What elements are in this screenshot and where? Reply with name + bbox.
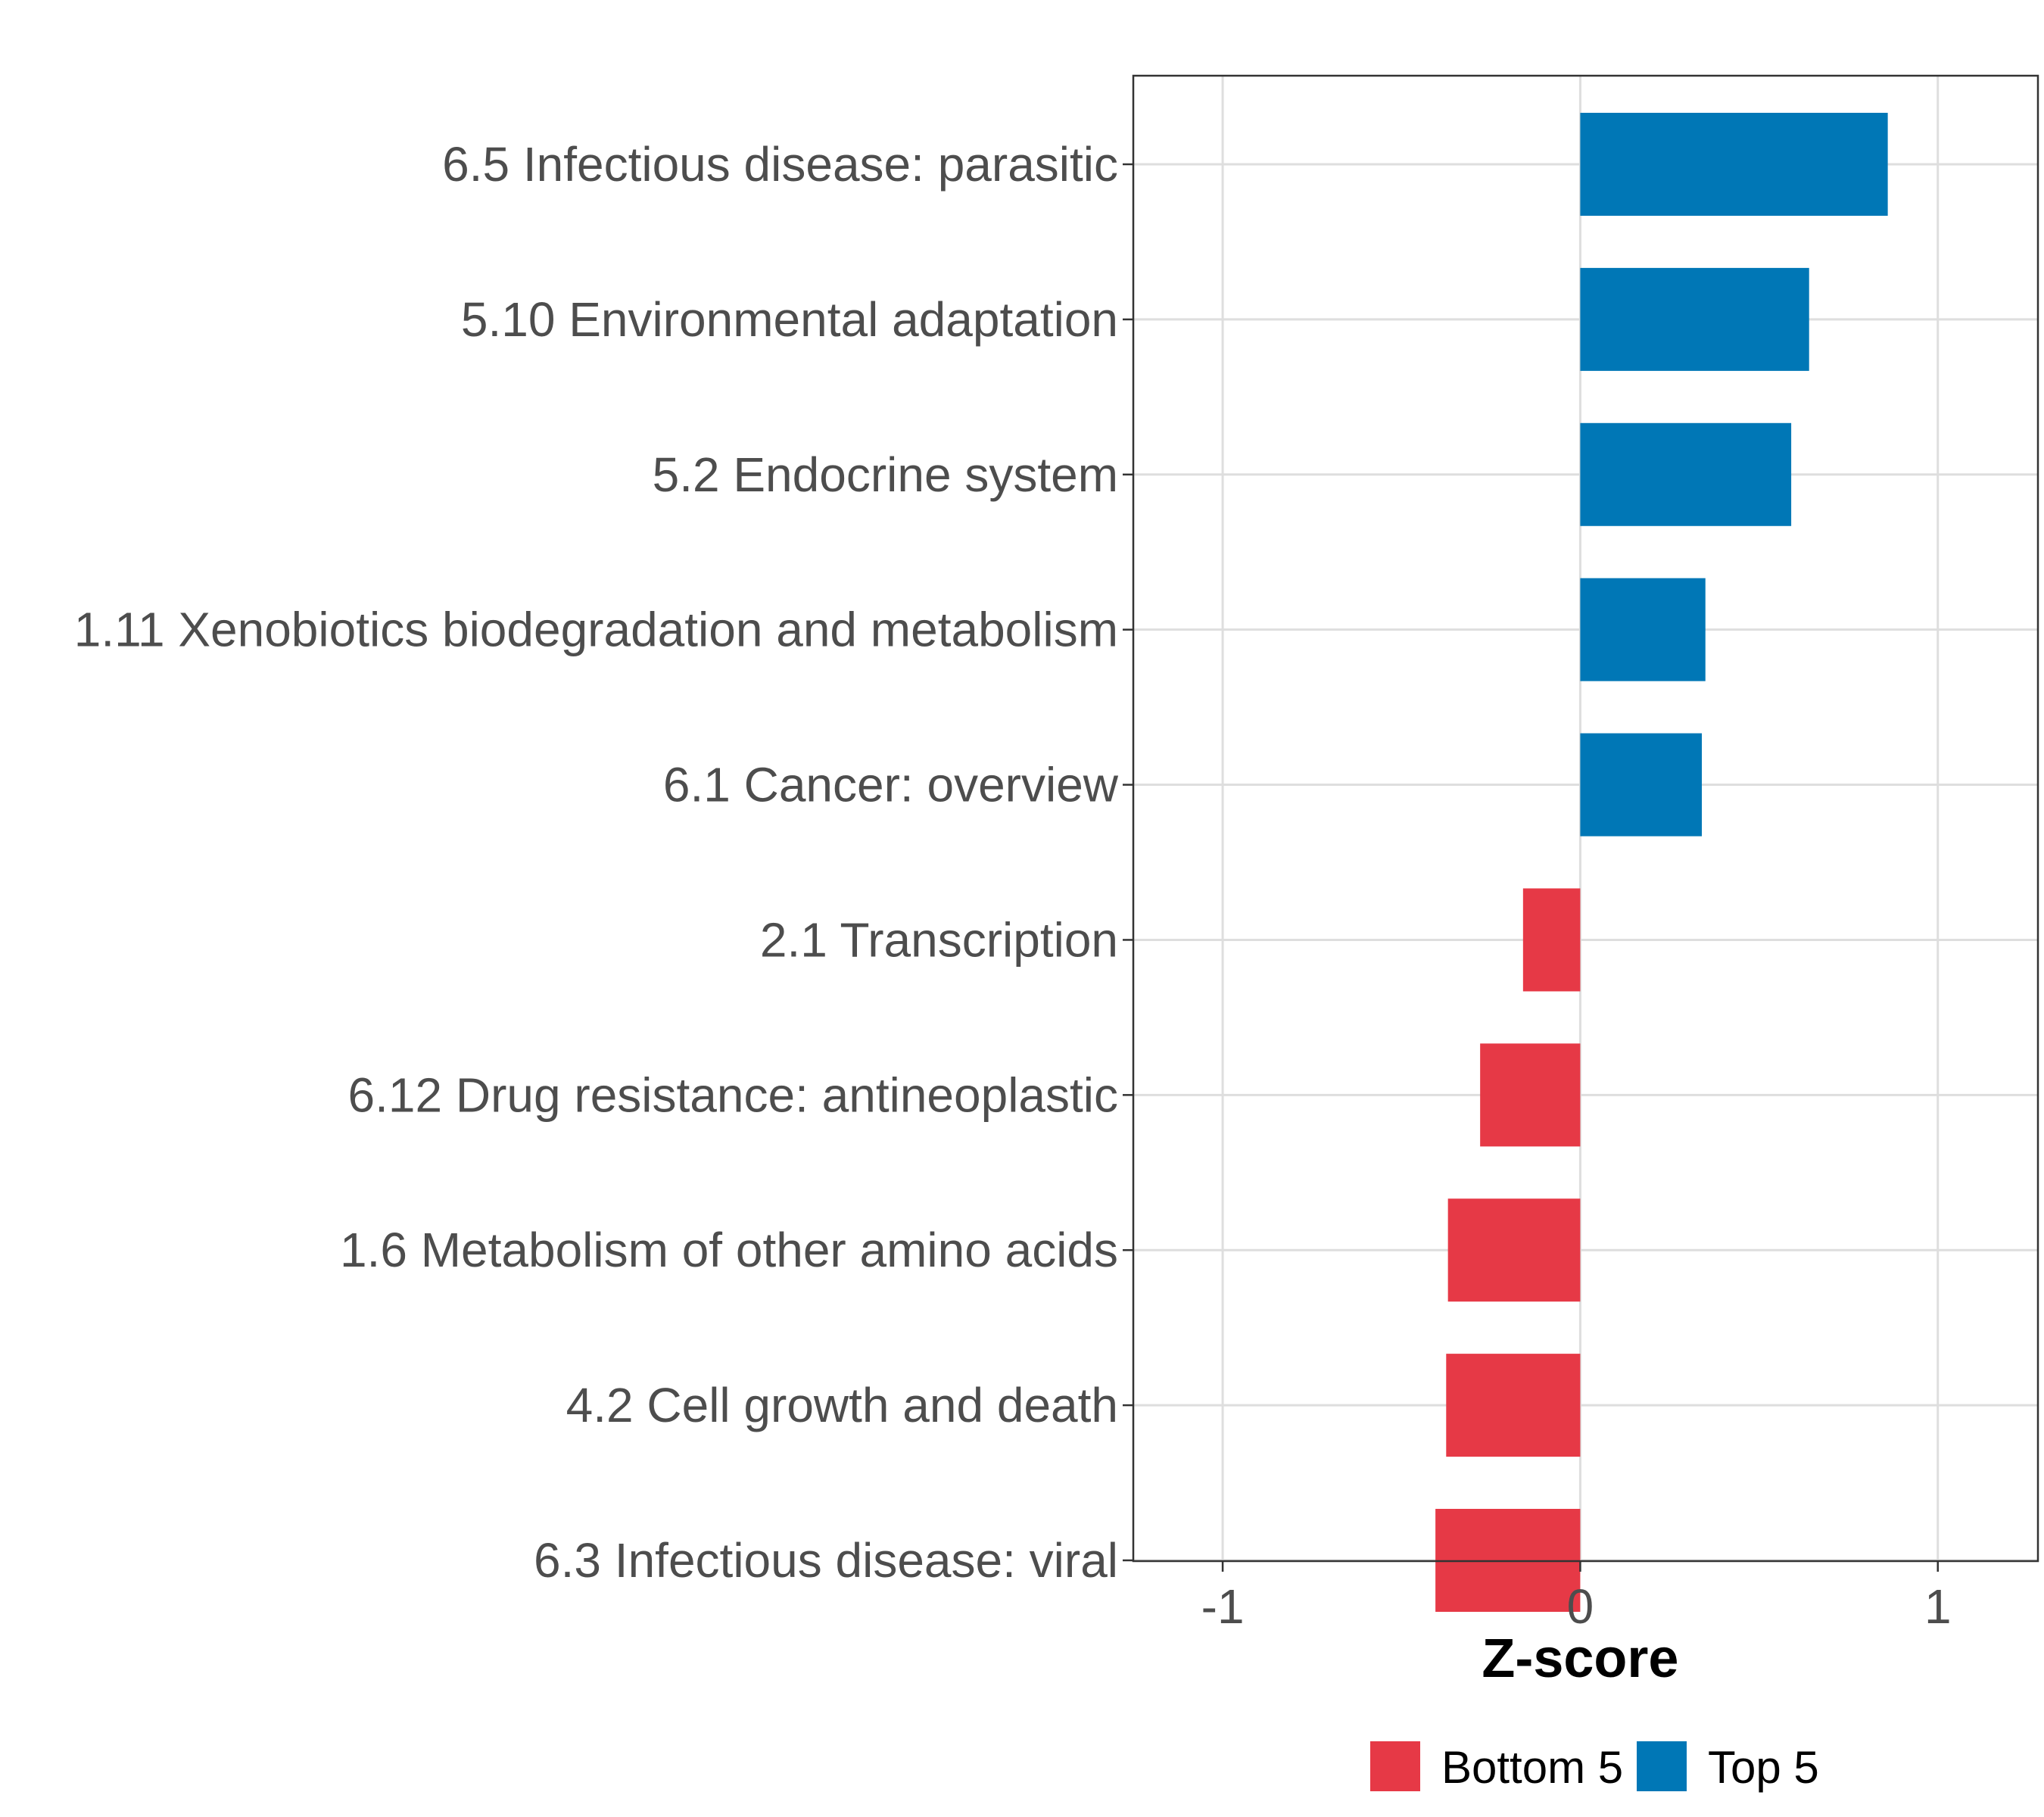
bar: [1580, 113, 1888, 216]
category-label: 4.2 Cell growth and death: [566, 1378, 1118, 1432]
legend-label: Bottom 5: [1441, 1742, 1623, 1793]
bars: [1435, 113, 1888, 1612]
category-label: 1.6 Metabolism of other amino acids: [340, 1223, 1118, 1277]
category-label: 2.1 Transcription: [760, 912, 1118, 967]
category-label: 6.1 Cancer: overview: [663, 758, 1119, 812]
x-axis-ticks: -1 0 1: [1201, 1561, 1952, 1634]
bar: [1522, 888, 1581, 992]
y-axis-category-labels: 6.5 Infectious disease: parasitic 5.10 En…: [74, 137, 1119, 1588]
bar: [1480, 1043, 1581, 1147]
legend-swatch: [1370, 1741, 1420, 1791]
category-label: 6.3 Infectious disease: viral: [534, 1533, 1118, 1588]
bar: [1580, 733, 1703, 837]
bar: [1580, 267, 1809, 371]
plot-panel-border: [1132, 74, 2039, 1563]
category-label: 5.2 Endocrine system: [653, 447, 1118, 502]
category-label: 1.11 Xenobiotics biodegradation and meta…: [74, 603, 1118, 657]
legend-swatch: [1637, 1741, 1687, 1791]
category-label: 6.12 Drug resistance: antineoplastic: [348, 1067, 1118, 1122]
bar: [1447, 1198, 1581, 1302]
bar: [1580, 422, 1792, 526]
legend-label: Top 5: [1708, 1742, 1819, 1793]
y-axis-ticks: [1123, 163, 1133, 1562]
bar: [1580, 578, 1706, 681]
category-label: 6.5 Infectious disease: parasitic: [442, 137, 1118, 192]
legend: Bottom 5 Top 5: [1370, 1741, 1819, 1793]
category-label: 5.10 Environmental adaptation: [461, 292, 1118, 347]
bar: [1446, 1354, 1581, 1457]
x-tick-label: -1: [1201, 1579, 1245, 1634]
x-tick-label: 0: [1567, 1579, 1594, 1634]
x-axis-title: Z-score: [1482, 1628, 1678, 1689]
x-tick-label: 1: [1924, 1579, 1952, 1634]
